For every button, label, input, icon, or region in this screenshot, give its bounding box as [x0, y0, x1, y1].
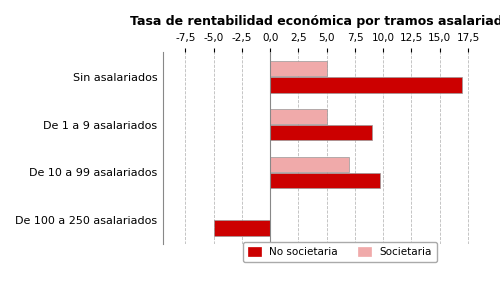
Bar: [270, 77, 462, 93]
Legend: No societaria, Societaria: No societaria, Societaria: [243, 242, 437, 262]
Bar: [270, 109, 326, 124]
Bar: [270, 61, 326, 76]
Bar: [270, 173, 380, 188]
Title: Tasa de rentabilidad económica por tramos asalariados: Tasa de rentabilidad económica por tramo…: [130, 15, 500, 28]
Bar: [270, 157, 349, 172]
Bar: [270, 125, 372, 140]
Bar: [214, 220, 270, 236]
